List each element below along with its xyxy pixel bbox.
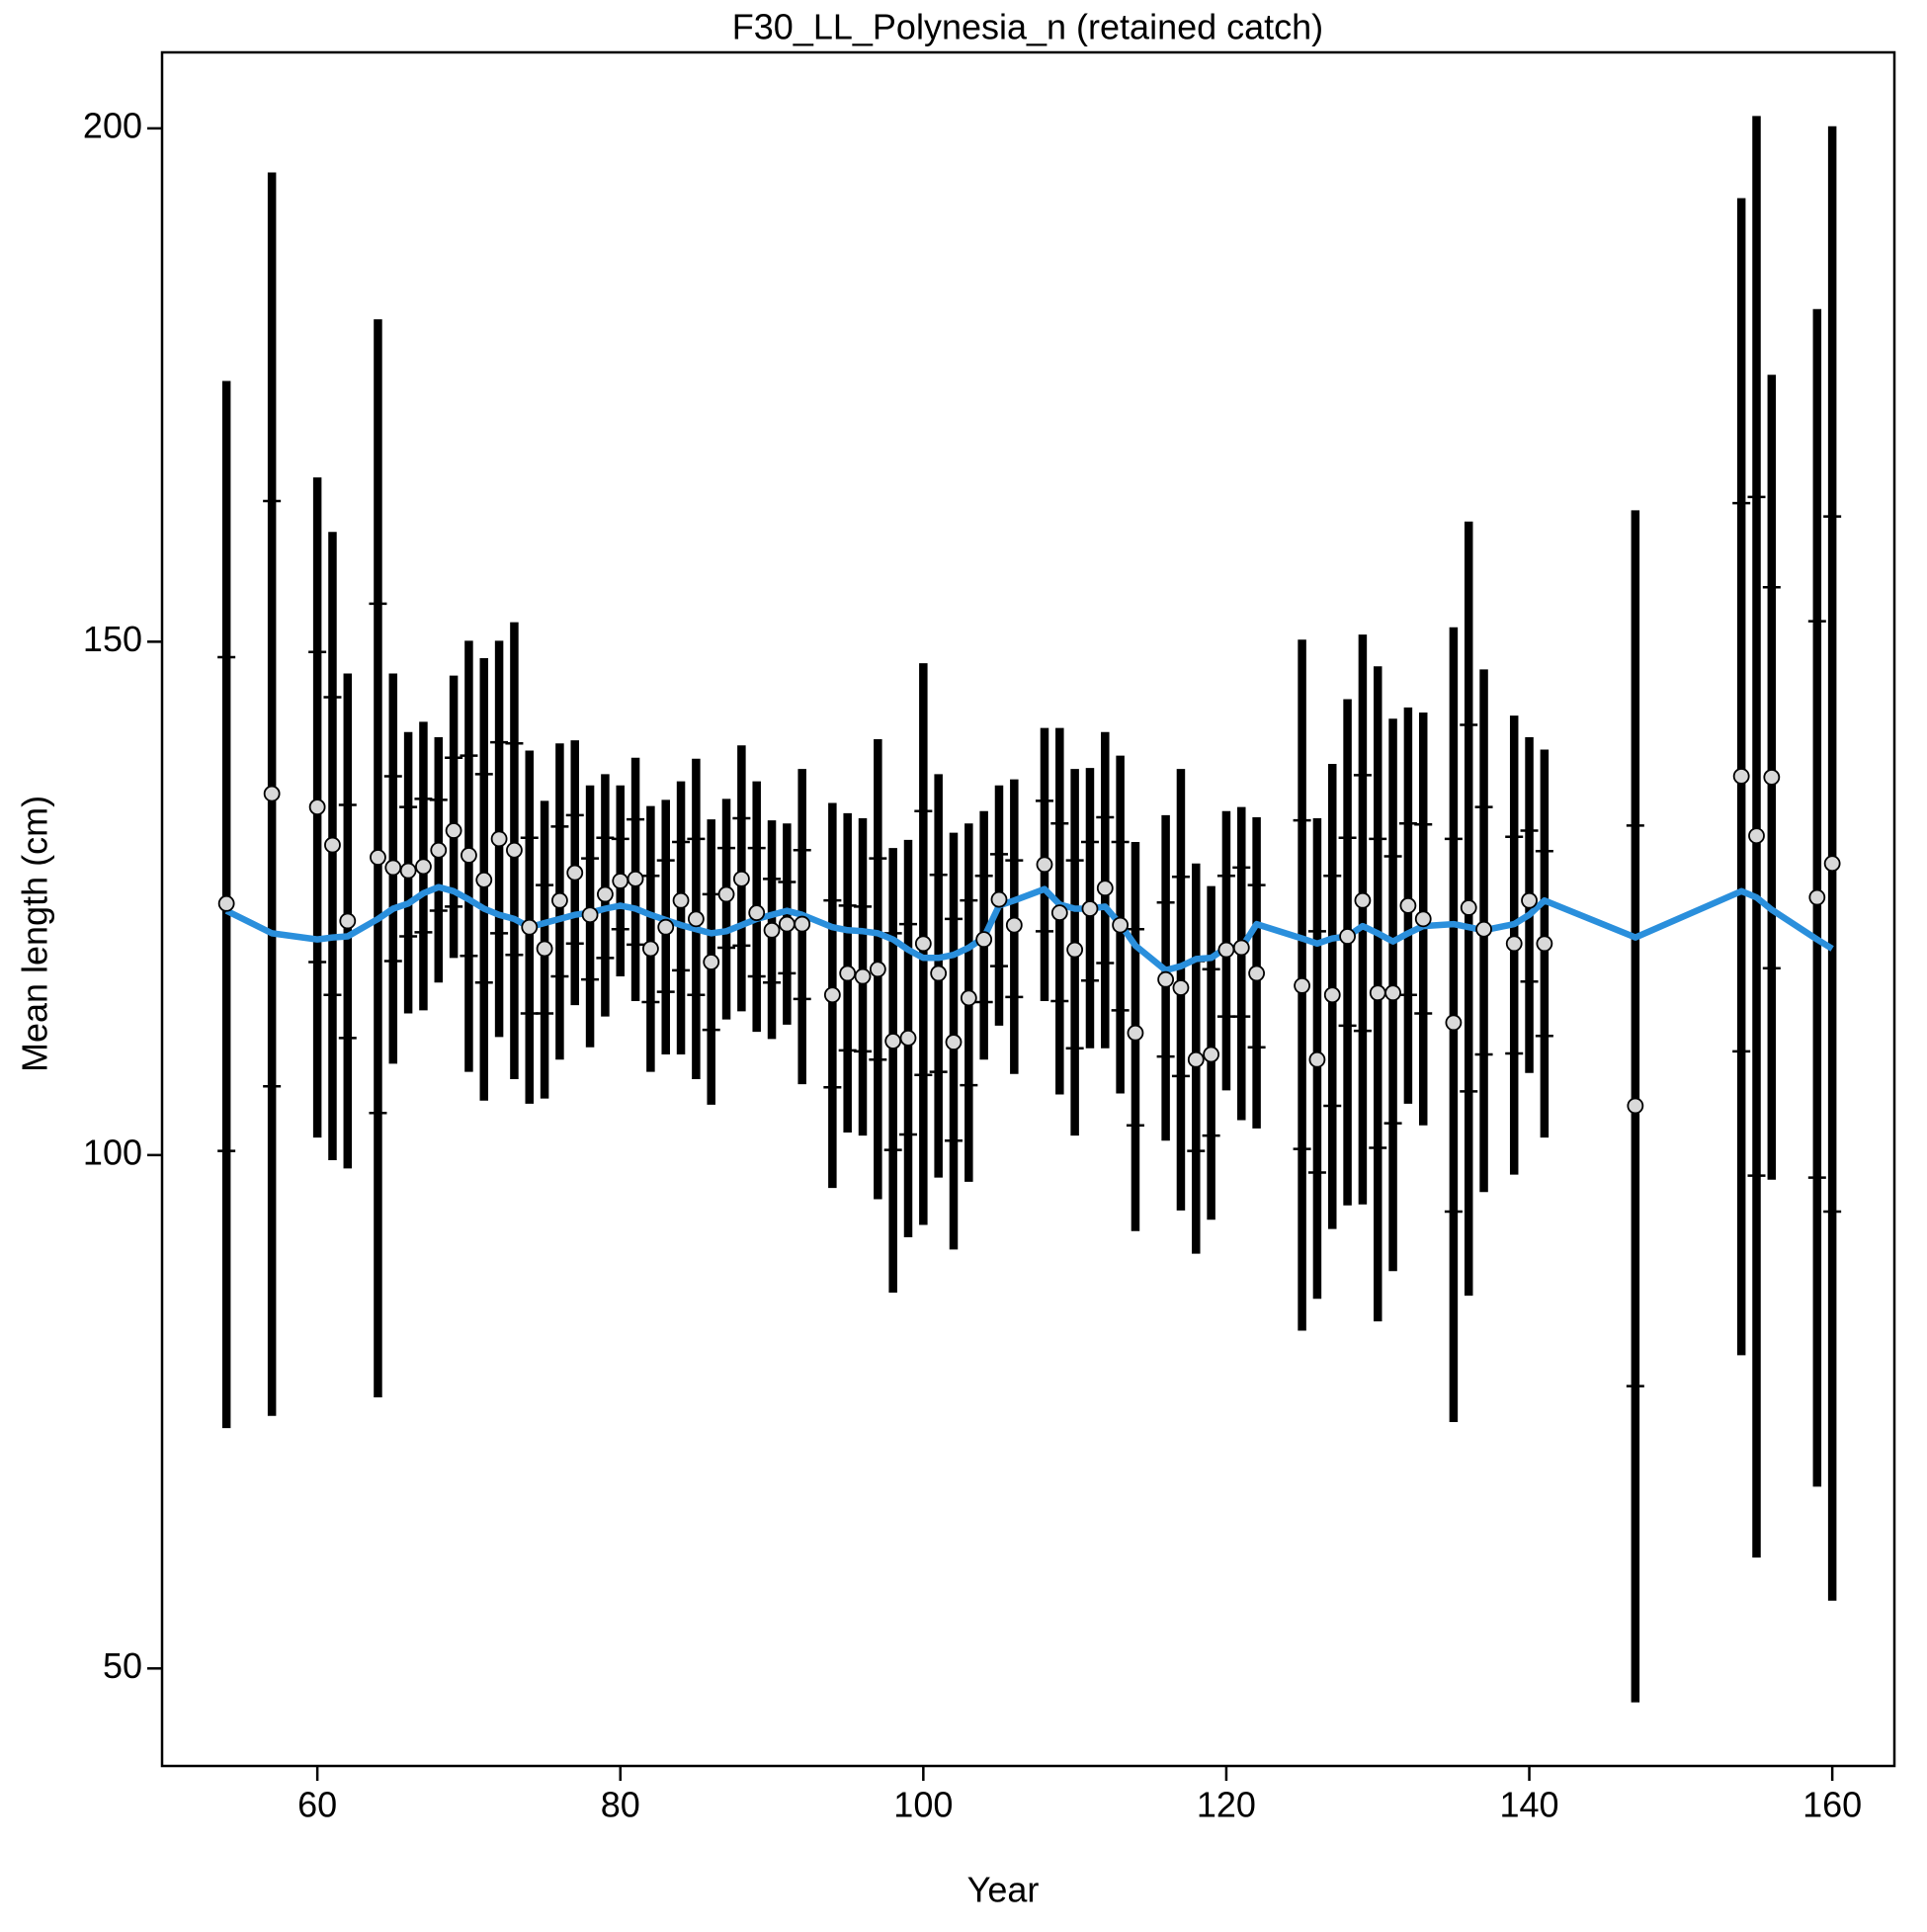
observed-point (1081, 900, 1099, 917)
x-tick-label: 160 (1802, 1785, 1862, 1825)
observed-point (717, 885, 735, 903)
observed-point (1172, 979, 1190, 996)
observed-point (1050, 904, 1068, 922)
observed-point (324, 836, 341, 854)
observed-point (597, 885, 614, 903)
observed-point (1308, 1050, 1326, 1068)
observed-point (1157, 970, 1175, 988)
observed-point (1339, 928, 1356, 945)
y-axis-label: Mean length (cm) (15, 796, 55, 1072)
observed-point (960, 989, 977, 1007)
observed-point (763, 921, 781, 939)
observed-point (1475, 920, 1492, 938)
observed-point (1521, 891, 1538, 909)
observed-point (1369, 984, 1386, 1002)
observed-point (506, 841, 523, 859)
observed-point (1066, 941, 1084, 959)
observed-point (869, 961, 886, 978)
observed-point (339, 912, 357, 930)
observed-point (1748, 827, 1765, 845)
observed-point (1732, 768, 1750, 785)
observed-point (703, 954, 720, 970)
observed-point (612, 873, 629, 889)
observed-point (627, 870, 644, 887)
observed-point (263, 785, 281, 802)
y-tick-label: 200 (83, 105, 142, 145)
observed-point (1248, 965, 1266, 982)
observed-point (1399, 896, 1417, 914)
observed-point (217, 894, 235, 912)
y-tick-label: 100 (83, 1132, 142, 1172)
observed-point (1763, 769, 1781, 786)
x-tick-label: 120 (1197, 1785, 1256, 1825)
observed-point (1187, 1050, 1205, 1068)
observed-point (399, 862, 417, 880)
observed-point (445, 822, 462, 839)
expected-line (224, 883, 1834, 974)
observed-point (975, 931, 993, 949)
observed-point (748, 904, 766, 922)
observed-point (384, 859, 402, 877)
observed-point (1414, 910, 1432, 928)
observed-point (521, 918, 539, 936)
observed-point (581, 906, 599, 924)
observed-point (1808, 888, 1826, 906)
observed-point (308, 798, 326, 816)
observed-point (1096, 880, 1114, 897)
observed-point (794, 915, 811, 933)
observed-point (1112, 916, 1130, 934)
observed-point (1232, 939, 1250, 957)
x-axis-label: Year (967, 1870, 1040, 1910)
observed-point (370, 849, 386, 866)
observed-point (854, 967, 872, 985)
observed-point (1384, 984, 1401, 1002)
observed-point (415, 858, 432, 876)
observed-point (1203, 1046, 1220, 1063)
observed-point (475, 871, 493, 888)
observed-point (778, 915, 796, 933)
observed-point (1323, 986, 1341, 1004)
chart-title: F30_LL_Polynesia_n (retained catch) (732, 7, 1323, 47)
x-tick-label: 140 (1500, 1785, 1559, 1825)
observed-point (1445, 1014, 1463, 1032)
observed-point (945, 1034, 963, 1050)
observed-point (1627, 1097, 1644, 1115)
observed-point (899, 1029, 917, 1047)
observed-point (914, 935, 932, 953)
observed-point (641, 940, 659, 958)
observed-point (672, 891, 690, 909)
observed-point (1354, 891, 1372, 909)
observed-point (1823, 855, 1841, 873)
observed-point (1127, 1024, 1144, 1042)
observed-point (430, 841, 448, 859)
observed-point (1005, 916, 1023, 934)
observed-point (732, 870, 750, 887)
x-tick-label: 100 (893, 1785, 953, 1825)
observed-point (930, 965, 948, 982)
observed-point (1505, 935, 1523, 953)
observed-point (490, 830, 508, 848)
observed-point (461, 847, 477, 864)
observed-point (823, 986, 841, 1004)
x-tick-label: 60 (297, 1785, 337, 1825)
observed-point (1536, 935, 1553, 953)
observed-point (1294, 977, 1310, 994)
observed-point (1460, 899, 1477, 916)
observed-point (657, 918, 675, 936)
observed-point (536, 940, 553, 958)
y-tick-label: 150 (83, 619, 142, 659)
observed-point (839, 965, 857, 982)
y-tick-label: 50 (103, 1645, 142, 1686)
observed-point (1036, 856, 1053, 874)
observed-point (687, 910, 705, 928)
observed-point (990, 890, 1008, 908)
x-tick-label: 80 (601, 1785, 640, 1825)
plot-frame (160, 50, 1896, 1768)
observed-point (566, 864, 584, 882)
observed-point (1217, 941, 1235, 959)
observed-point (551, 891, 568, 909)
observed-point (884, 1033, 902, 1050)
